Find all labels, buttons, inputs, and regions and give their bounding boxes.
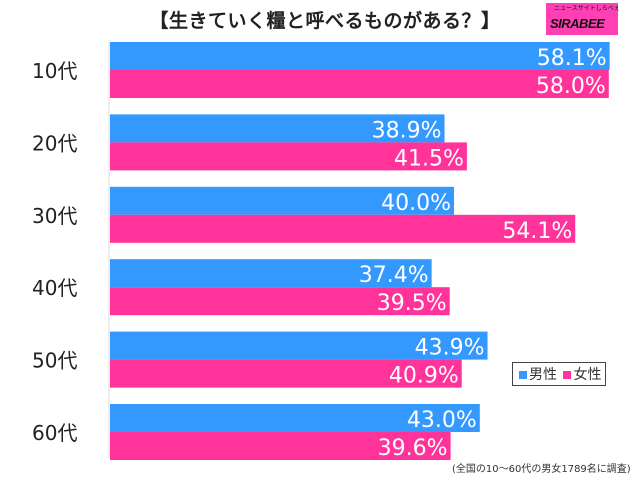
logo-subtext: ニュースサイトしらべぇ xyxy=(554,5,620,12)
legend-label-male: 男性 xyxy=(529,367,557,383)
legend: 男性 女性 xyxy=(512,362,607,386)
bar-male xyxy=(110,404,480,432)
category-label: 40代 xyxy=(32,276,77,300)
bar-male xyxy=(110,42,610,70)
category-label: 30代 xyxy=(32,204,77,228)
sirabee-logo: ニュースサイトしらべぇ SIRABEE xyxy=(546,3,620,35)
data-label: 43.9% xyxy=(415,336,485,361)
bar-male xyxy=(110,186,454,215)
data-label: 38.9% xyxy=(372,118,442,143)
data-label: 54.1% xyxy=(502,219,572,244)
data-label: 40.0% xyxy=(381,191,451,216)
data-label: 39.5% xyxy=(377,291,447,316)
data-label: 58.1% xyxy=(537,46,607,71)
bar-female xyxy=(110,359,462,388)
bar-female xyxy=(110,432,451,460)
bar-female xyxy=(110,214,576,243)
data-label: 40.9% xyxy=(389,364,459,389)
data-label: 39.6% xyxy=(378,436,448,461)
category-label: 50代 xyxy=(32,349,77,373)
legend-swatch-male xyxy=(519,370,527,379)
footnote: (全国の10～60代の男女1789名に調査) xyxy=(452,464,631,475)
bar-female xyxy=(110,287,450,316)
logo-text: SIRABEE xyxy=(550,16,605,31)
chart-title: 【生きていく糧と呼べるものがある？】 xyxy=(149,10,501,32)
category-label: 10代 xyxy=(32,59,77,83)
bar-female xyxy=(110,70,609,98)
data-label: 43.0% xyxy=(407,408,477,433)
legend-label-female: 女性 xyxy=(573,367,602,383)
data-label: 37.4% xyxy=(359,263,429,288)
bar-male xyxy=(110,114,445,143)
data-label: 58.0% xyxy=(536,74,606,99)
bar-female xyxy=(110,142,467,171)
category-label: 60代 xyxy=(32,421,77,445)
bar-male xyxy=(110,259,432,288)
legend-swatch-female xyxy=(563,370,572,379)
data-label: 41.5% xyxy=(394,146,464,171)
bar-male xyxy=(110,331,488,360)
category-label: 20代 xyxy=(32,131,77,155)
